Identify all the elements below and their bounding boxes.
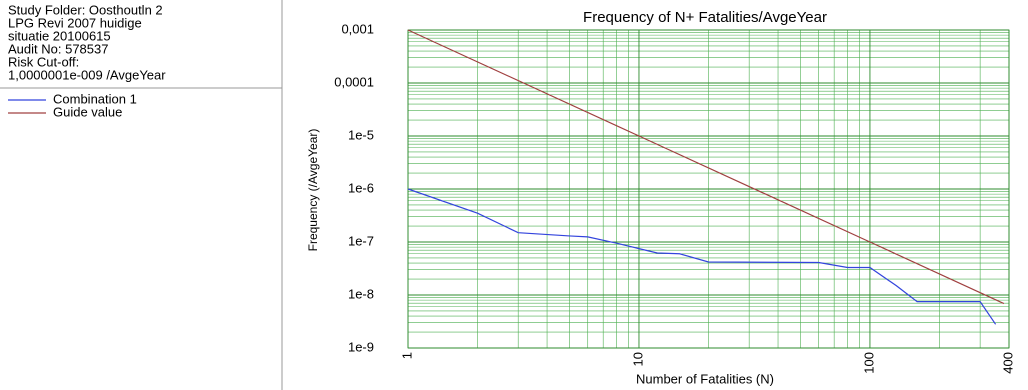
x-tick-label: 10 <box>630 352 645 366</box>
y-tick-label: 1e-6 <box>348 180 374 195</box>
chart-title: Frequency of N+ Fatalities/AvgeYear <box>583 9 827 26</box>
info-line: Risk Cut-off: <box>8 54 79 69</box>
y-tick-label: 1e-5 <box>348 127 374 142</box>
x-tick-label: 1 <box>399 352 414 359</box>
y-axis-label: Frequency (/AvgeYear) <box>306 129 320 252</box>
y-tick-label: 1e-9 <box>348 339 374 354</box>
info-line: Audit No: 578537 <box>8 41 108 56</box>
x-tick-label: 100 <box>861 352 876 374</box>
x-axis-label: Number of Fatalities (N) <box>636 371 774 386</box>
y-tick-label: 1e-8 <box>348 286 374 301</box>
info-line: situatie 20100615 <box>8 28 111 43</box>
y-tick-label: 0,0001 <box>334 74 374 89</box>
series-line <box>407 188 997 325</box>
x-tick-label: 400 <box>1000 352 1015 374</box>
info-line: Study Folder: Oosthoutln 2 <box>8 2 163 17</box>
y-tick-label: 0,001 <box>341 21 374 36</box>
info-line: LPG Revi 2007 huidige <box>8 15 142 30</box>
series-line <box>407 29 1005 305</box>
legend-label: Guide value <box>53 104 122 119</box>
y-tick-label: 1e-7 <box>348 233 374 248</box>
legend-label: Combination 1 <box>53 91 137 106</box>
info-line: 1,0000001e-009 /AvgeYear <box>8 67 166 82</box>
